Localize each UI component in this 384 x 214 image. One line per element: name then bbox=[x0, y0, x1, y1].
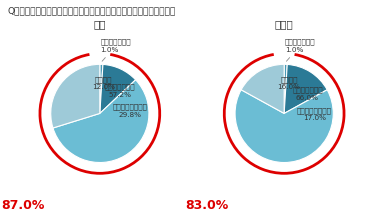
Wedge shape bbox=[51, 64, 100, 128]
Text: あまり思わない
57.2%: あまり思わない 57.2% bbox=[105, 84, 136, 98]
Wedge shape bbox=[100, 64, 136, 113]
Text: 83.0%: 83.0% bbox=[185, 199, 228, 212]
Title: 主婦: 主婦 bbox=[94, 19, 106, 29]
Text: そう思う
12.0%: そう思う 12.0% bbox=[92, 76, 115, 90]
Wedge shape bbox=[241, 64, 284, 113]
Wedge shape bbox=[53, 80, 149, 162]
Title: 高校生: 高校生 bbox=[275, 19, 293, 29]
Text: とてもそう思う
1.0%: とてもそう思う 1.0% bbox=[101, 39, 131, 61]
Wedge shape bbox=[235, 90, 333, 162]
Text: とてもそう思う
1.0%: とてもそう思う 1.0% bbox=[285, 39, 315, 61]
Text: まったく思わない
17.0%: まったく思わない 17.0% bbox=[297, 107, 332, 121]
Wedge shape bbox=[100, 64, 103, 113]
Text: そう思う
16.0%: そう思う 16.0% bbox=[277, 76, 300, 90]
Wedge shape bbox=[284, 64, 327, 113]
Text: Q：中高生に自転車のルールやマナーが浸透していると思いますか？: Q：中高生に自転車のルールやマナーが浸透していると思いますか？ bbox=[8, 6, 176, 15]
Text: 87.0%: 87.0% bbox=[1, 199, 45, 212]
Wedge shape bbox=[284, 64, 287, 113]
Text: まったく思わない
29.8%: まったく思わない 29.8% bbox=[113, 104, 148, 118]
Text: あまり思わない
66.0%: あまり思わない 66.0% bbox=[292, 87, 323, 101]
